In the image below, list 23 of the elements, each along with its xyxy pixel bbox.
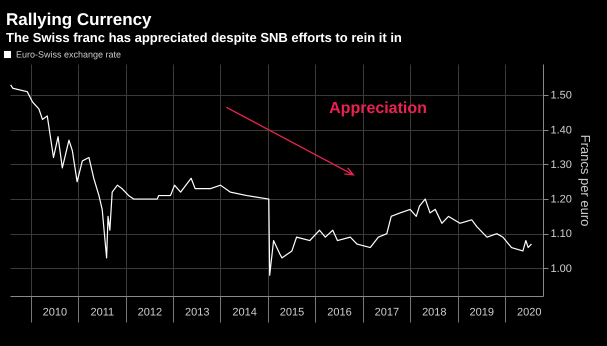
annotation: Appreciation (329, 100, 427, 117)
y-tick-label: 1.30 (550, 158, 572, 171)
y-axis-title: Francs per euro (578, 134, 593, 226)
chart-subtitle: The Swiss franc has appreciated despite SNB efforts to rein it in (6, 30, 402, 45)
y-tick-label: 1.40 (550, 124, 572, 136)
x-tick-label: 2020 (516, 306, 542, 318)
x-tick-label: 2017 (374, 306, 400, 318)
x-tick-label: 2016 (327, 306, 352, 318)
x-tick-label: 2014 (232, 306, 257, 318)
y-tick-label: 1.20 (550, 194, 572, 206)
x-tick-label: 2018 (422, 306, 447, 318)
x-tick-label: 2019 (469, 306, 494, 318)
y-tick-label: 1.50 (550, 90, 572, 102)
x-tick-label: 2011 (90, 306, 114, 318)
chart-title: Rallying Currency (6, 10, 152, 29)
y-tick-label: 1.00 (550, 262, 572, 275)
legend-label: Euro-Swiss exchange rate (16, 50, 122, 60)
x-tick-label: 2010 (42, 306, 68, 318)
y-tick-label: 1.10 (550, 228, 572, 240)
x-tick-label: 2013 (184, 306, 210, 318)
line-series (10, 84, 532, 276)
x-tick-label: 2012 (138, 306, 162, 318)
x-tick-label: 2015 (280, 306, 304, 318)
